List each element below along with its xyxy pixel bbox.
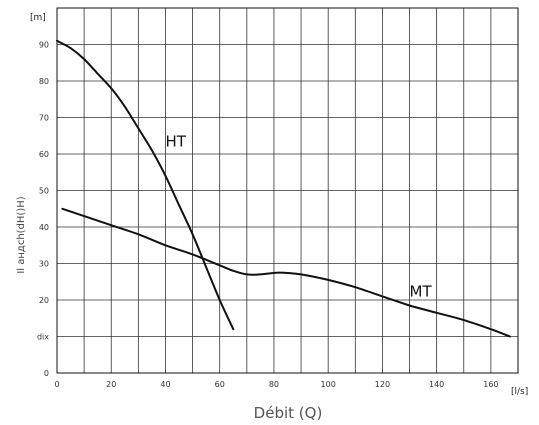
y-unit-label: [m] [30,13,46,23]
series-annotations: HT MT [165,133,432,301]
chart-axes [56,7,519,374]
y-tick-label: 0 [44,369,49,378]
y-tick-label: 20 [39,296,49,305]
x-tick-label: 100 [321,380,336,389]
y-axis-title: Il aндch(dH()H) [16,196,27,273]
series-lines [56,39,511,338]
y-tick-label: 90 [39,41,49,50]
x-tick-label: 160 [483,380,498,389]
y-tick-label: 30 [39,260,49,269]
y-tick-label: 60 [39,150,49,159]
x-axis-title: Débit (Q) [254,404,323,422]
y-tick-label: 70 [39,114,49,123]
series-line-ht [56,39,235,331]
x-unit-label: [l/s] [511,387,528,397]
x-tick-label: 80 [269,380,279,389]
y-tick-label: 40 [39,223,49,232]
series-line-mt [61,207,511,338]
y-tick-label: 50 [39,187,49,196]
x-tick-label: 140 [429,380,444,389]
chart-grid [56,7,519,374]
tick-labels: 0 20 40 60 80 100 120 140 160 0 dix 20 30 40 50 60 70 80 9… [37,41,499,390]
y-tick-label: dix [37,333,49,342]
x-tick-label: 120 [375,380,390,389]
series-label-mt: MT [410,282,433,300]
y-tick-label: 80 [39,77,49,86]
plot-frame [56,7,519,374]
x-tick-label: 40 [160,380,170,389]
x-tick-label: 20 [106,380,116,389]
x-tick-label: 0 [54,380,59,389]
x-tick-label: 60 [215,380,225,389]
series-label-ht: HT [165,133,186,151]
